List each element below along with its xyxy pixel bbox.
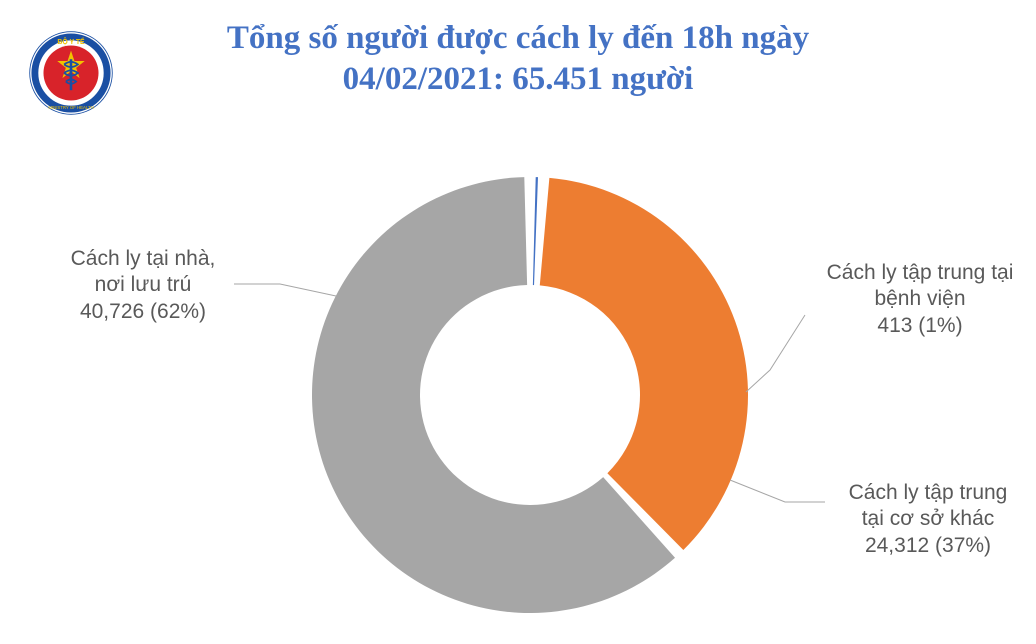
label-home: Cách ly tại nhà,nơi lưu trú40,726 (62%) [48, 246, 238, 325]
label-other_facility: Cách ly tập trungtại cơ sở khác24,312 (3… [828, 480, 1028, 559]
label-hospital-line: bệnh viện [810, 286, 1030, 312]
label-home-line: Cách ly tại nhà, [48, 246, 238, 272]
label-other_facility-line: tại cơ sở khác [828, 506, 1028, 532]
slice-other_facility [540, 178, 748, 550]
label-hospital-line: Cách ly tập trung tại [810, 260, 1030, 286]
label-hospital-line: 413 (1%) [810, 313, 1030, 339]
label-other_facility-line: 24,312 (37%) [828, 533, 1028, 559]
label-home-line: nơi lưu trú [48, 272, 238, 298]
label-home-line: 40,726 (62%) [48, 299, 238, 325]
label-other_facility-line: Cách ly tập trung [828, 480, 1028, 506]
label-hospital: Cách ly tập trung tạibệnh viện413 (1%) [810, 260, 1030, 339]
slice-hospital [533, 177, 538, 285]
